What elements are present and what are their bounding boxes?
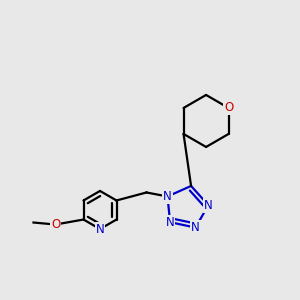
Text: N: N: [163, 190, 172, 203]
Text: N: N: [191, 221, 200, 234]
Text: N: N: [204, 199, 213, 212]
Text: N: N: [166, 216, 175, 229]
Text: O: O: [51, 218, 60, 231]
Text: N: N: [96, 223, 104, 236]
Text: O: O: [224, 101, 233, 115]
